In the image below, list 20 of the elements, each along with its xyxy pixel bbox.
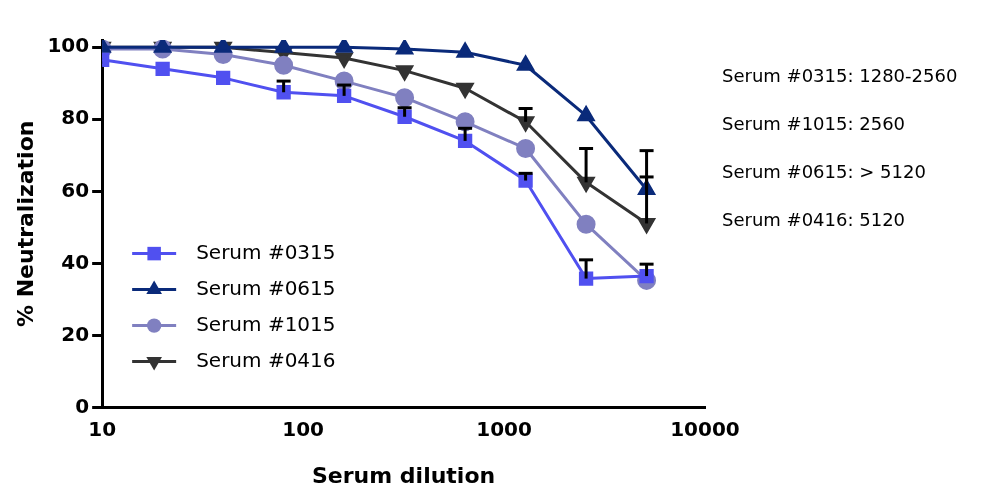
y-axis-title: % Neutralization bbox=[12, 120, 38, 328]
y-tick-label: 0 bbox=[75, 393, 90, 418]
legend-label: Serum #1015 bbox=[196, 311, 336, 336]
x-tick-label: 10 bbox=[88, 416, 117, 441]
text: Serum #0416: 5120 bbox=[722, 208, 907, 232]
x-tick-label: 1000 bbox=[476, 416, 532, 441]
y-tick-label: 80 bbox=[61, 105, 90, 130]
legend-label: Serum #0615 bbox=[196, 275, 336, 300]
text: Serum #0615: > 5120 bbox=[722, 160, 927, 184]
text: Serum #0315: 1280-2560 bbox=[722, 64, 958, 88]
x-axis-title: Serum dilution bbox=[311, 462, 496, 488]
x-tick-label: 100 bbox=[282, 416, 324, 441]
y-tick-label: 40 bbox=[61, 249, 90, 274]
legend-label: Serum #0315 bbox=[196, 239, 336, 264]
y-tick-label: 100 bbox=[47, 33, 90, 58]
y-tick-label: 60 bbox=[61, 177, 90, 202]
x-tick-label: 10000 bbox=[670, 416, 740, 441]
legend-label: Serum #0416 bbox=[196, 347, 336, 372]
text: Serum #1015: 2560 bbox=[722, 112, 907, 136]
y-tick-label: 20 bbox=[61, 321, 90, 346]
